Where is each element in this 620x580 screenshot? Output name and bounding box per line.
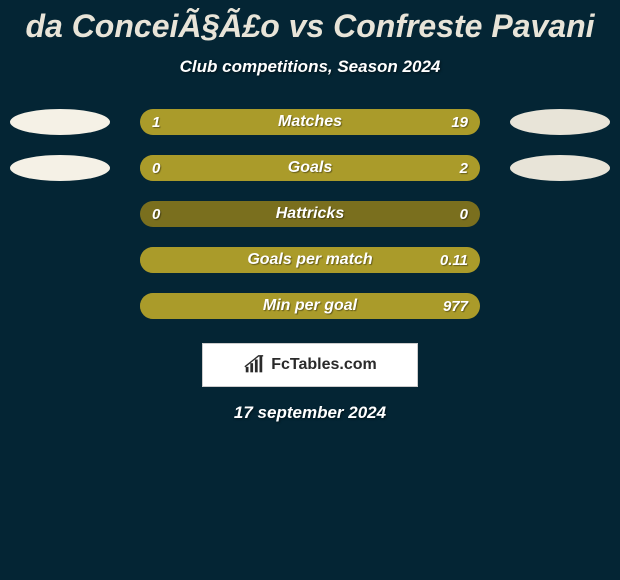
subtitle: Club competitions, Season 2024 [0, 57, 620, 77]
stat-bar: 0Goals2 [140, 155, 480, 181]
player-right-oval [510, 109, 610, 135]
stat-bar: 1Matches19 [140, 109, 480, 135]
stat-label: Min per goal [140, 293, 480, 319]
stat-bar: Min per goal977 [140, 293, 480, 319]
comparison-card: da ConceiÃ§Ã£o vs Confreste Pavani Club … [0, 0, 620, 580]
stat-row: 0Goals2 [0, 155, 620, 181]
stat-value-right: 0.11 [440, 247, 468, 273]
page-title: da ConceiÃ§Ã£o vs Confreste Pavani [0, 0, 620, 45]
stat-bar: 0Hattricks0 [140, 201, 480, 227]
bar-chart-icon [243, 354, 265, 376]
stat-label: Goals per match [140, 247, 480, 273]
stat-bar: Goals per match0.11 [140, 247, 480, 273]
stat-value-right: 0 [460, 201, 468, 227]
stat-label: Matches [140, 109, 480, 135]
logo-text: FcTables.com [271, 356, 377, 374]
stat-row: 0Hattricks0 [0, 201, 620, 227]
stat-label: Hattricks [140, 201, 480, 227]
stat-value-right: 19 [451, 109, 468, 135]
stat-row: Min per goal977 [0, 293, 620, 319]
player-left-oval [10, 109, 110, 135]
player-left-oval [10, 155, 110, 181]
player-right-oval [510, 155, 610, 181]
stats-list: 1Matches190Goals20Hattricks0Goals per ma… [0, 109, 620, 319]
stat-row: Goals per match0.11 [0, 247, 620, 273]
stat-label: Goals [140, 155, 480, 181]
source-logo[interactable]: FcTables.com [202, 343, 418, 387]
stat-value-right: 977 [443, 293, 468, 319]
stat-row: 1Matches19 [0, 109, 620, 135]
date-label: 17 september 2024 [0, 403, 620, 423]
stat-value-right: 2 [460, 155, 468, 181]
